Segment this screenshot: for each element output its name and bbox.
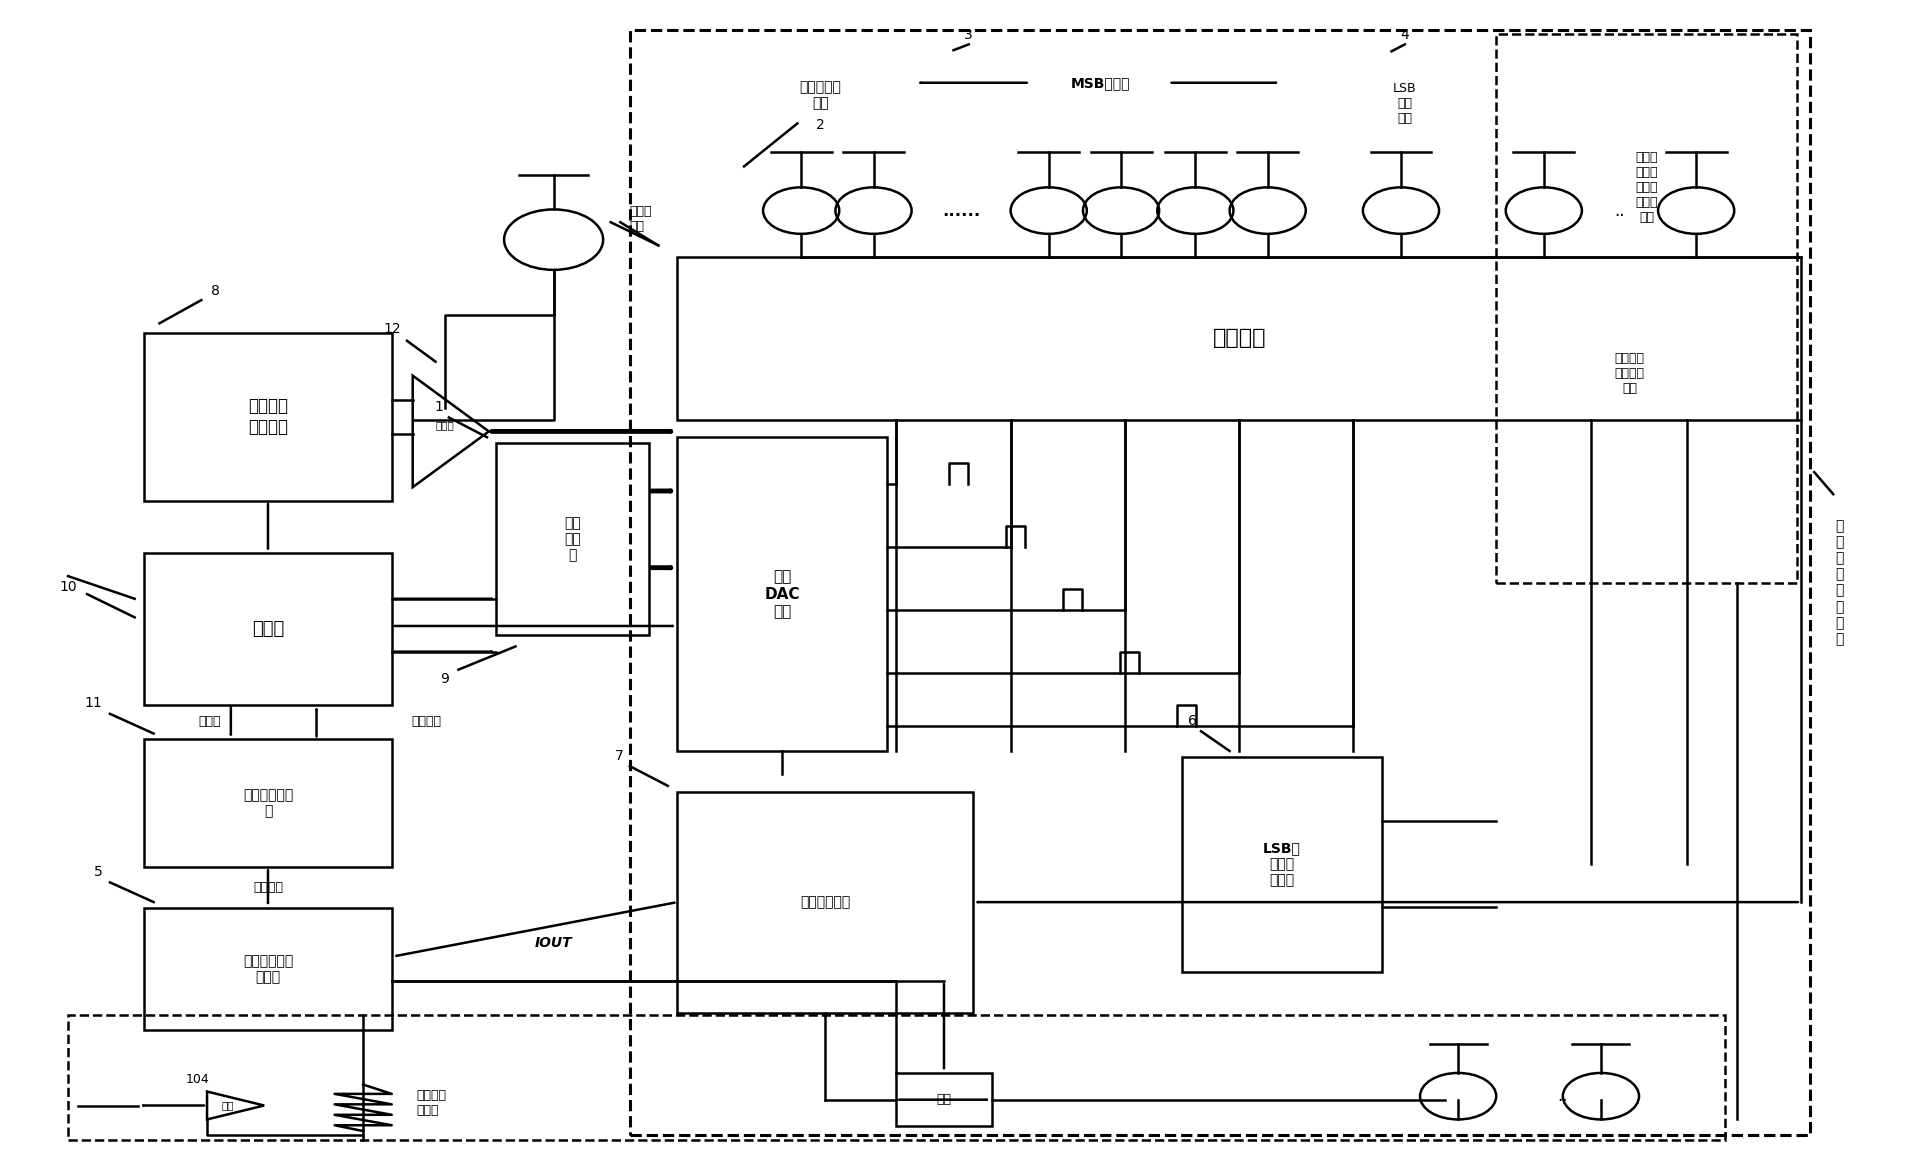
- Bar: [677, 437, 887, 751]
- Text: 校准用开关
阵列: 校准用开关 阵列: [799, 80, 841, 111]
- Bar: [145, 553, 391, 705]
- Text: ..: ..: [1558, 1087, 1568, 1106]
- Bar: [677, 792, 973, 1012]
- Text: 三端: 三端: [936, 1093, 952, 1107]
- Bar: [629, 30, 1810, 1135]
- Text: 3: 3: [965, 28, 973, 42]
- Text: ..: ..: [1615, 202, 1625, 219]
- Text: 10: 10: [59, 580, 78, 594]
- Text: 1: 1: [435, 400, 442, 414]
- Text: 满量程调
节电阮: 满量程调 节电阮: [416, 1089, 446, 1117]
- Bar: [145, 333, 391, 501]
- Text: 人工校准: 人工校准: [254, 881, 282, 894]
- Text: 校准
DAC
阵列: 校准 DAC 阵列: [765, 570, 799, 619]
- Bar: [496, 443, 648, 635]
- Text: 永恒校准
的电流源
阵列: 永恒校准 的电流源 阵列: [1615, 352, 1644, 395]
- Text: 用于调
整整体
电流的
电流源
阵列: 用于调 整整体 电流的 电流源 阵列: [1636, 151, 1657, 224]
- Bar: [896, 1073, 992, 1127]
- Text: LSB分
段电流
源阵列: LSB分 段电流 源阵列: [1262, 841, 1301, 888]
- Text: 6: 6: [1188, 714, 1198, 728]
- Bar: [145, 740, 391, 867]
- Text: 基准电
流源: 基准电 流源: [629, 205, 652, 233]
- Text: 12: 12: [383, 322, 400, 337]
- Text: MSB电流源: MSB电流源: [1070, 76, 1129, 90]
- Text: 地址
发生
器: 地址 发生 器: [564, 516, 582, 563]
- Text: 9: 9: [441, 672, 448, 686]
- Bar: [1497, 34, 1796, 582]
- Bar: [145, 908, 391, 1030]
- Text: 逐次通近
逻辑模块: 逐次通近 逻辑模块: [248, 397, 288, 436]
- Text: 11: 11: [84, 697, 103, 711]
- Text: 104: 104: [185, 1073, 210, 1086]
- Bar: [69, 1015, 1724, 1141]
- Text: ......: ......: [942, 202, 980, 219]
- Text: 存储器: 存储器: [252, 620, 284, 638]
- Text: 模拟开关阵列: 模拟开关阵列: [799, 895, 851, 909]
- Text: 4: 4: [1400, 28, 1409, 42]
- Text: 放大: 放大: [221, 1101, 235, 1110]
- Text: LSB
总电
流源: LSB 总电 流源: [1392, 83, 1417, 125]
- Bar: [677, 257, 1800, 419]
- Text: 非易失性存储
器: 非易失性存储 器: [242, 789, 294, 819]
- Text: 8: 8: [212, 284, 219, 298]
- Text: 比较器: 比较器: [435, 421, 454, 431]
- Text: 整
体
电
流
增
益
模
块: 整 体 电 流 增 益 模 块: [1835, 518, 1844, 647]
- Text: IOUT: IOUT: [534, 935, 572, 949]
- Text: 自校准: 自校准: [198, 715, 221, 728]
- Text: 2: 2: [816, 118, 824, 132]
- Text: 5: 5: [93, 864, 103, 878]
- Text: 测试产生人工
校准码: 测试产生人工 校准码: [242, 954, 294, 984]
- Text: 上电启动: 上电启动: [412, 715, 442, 728]
- Text: 开关阵列: 开关阵列: [1213, 329, 1266, 348]
- Text: 7: 7: [616, 749, 624, 763]
- Bar: [1182, 757, 1383, 972]
